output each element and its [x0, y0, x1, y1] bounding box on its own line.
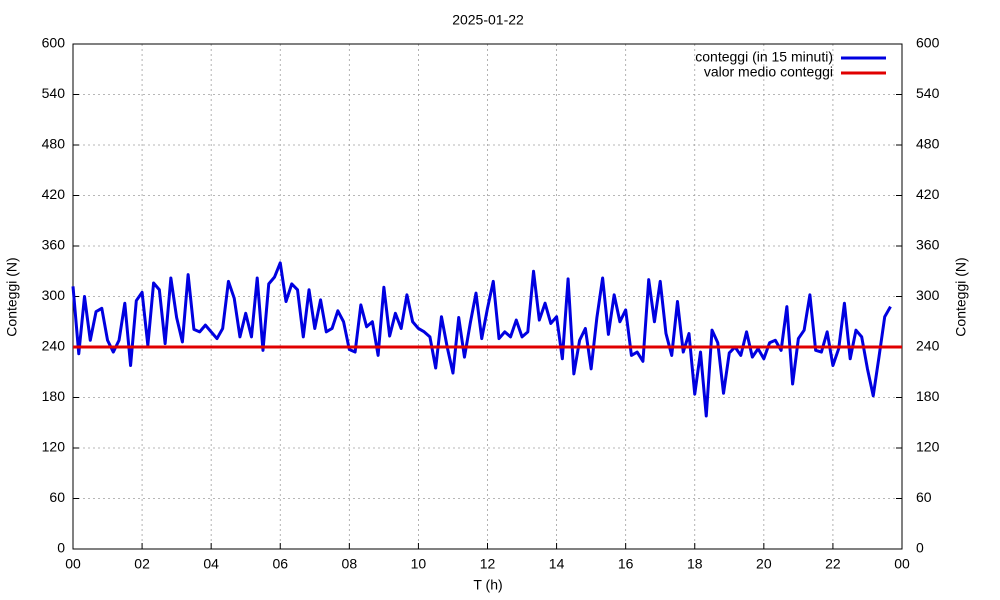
- y2-tick-label: 120: [916, 439, 940, 455]
- x-tick-label: 22: [825, 556, 841, 572]
- y-tick-label: 420: [42, 186, 66, 202]
- y-tick-label: 600: [42, 35, 66, 51]
- y2-tick-label: 600: [916, 35, 940, 51]
- y-tick-label: 0: [57, 540, 65, 556]
- y-tick-label: 180: [42, 388, 66, 404]
- y-tick-label: 240: [42, 338, 66, 354]
- x-tick-label: 18: [687, 556, 703, 572]
- y2-tick-label: 480: [916, 136, 940, 152]
- x-tick-label: 14: [549, 556, 565, 572]
- x-tick-label: 04: [203, 556, 219, 572]
- x-tick-label: 12: [480, 556, 496, 572]
- x-tick-label: 02: [134, 556, 150, 572]
- x-tick-label: 08: [342, 556, 358, 572]
- y2-tick-label: 420: [916, 186, 940, 202]
- y-tick-label: 300: [42, 287, 66, 303]
- y-tick-label: 360: [42, 237, 66, 253]
- legend-label: conteggi (in 15 minuti): [695, 49, 833, 65]
- y2-tick-label: 300: [916, 287, 940, 303]
- y2-tick-label: 60: [916, 489, 932, 505]
- y2-tick-label: 180: [916, 388, 940, 404]
- y-tick-label: 480: [42, 136, 66, 152]
- y2-tick-label: 360: [916, 237, 940, 253]
- y-tick-label: 120: [42, 439, 66, 455]
- y-axis-label: Conteggi (N): [4, 257, 20, 336]
- y2-tick-label: 240: [916, 338, 940, 354]
- y-tick-label: 60: [49, 489, 65, 505]
- y2-tick-label: 540: [916, 85, 940, 101]
- x-tick-label: 10: [411, 556, 427, 572]
- x-tick-label: 16: [618, 556, 634, 572]
- x-tick-label: 20: [756, 556, 772, 572]
- y2-tick-label: 0: [916, 540, 924, 556]
- x-axis-label: T (h): [473, 577, 502, 593]
- y-tick-label: 540: [42, 85, 66, 101]
- data-line: [71, 261, 892, 418]
- y2-axis-label: Conteggi (N): [953, 257, 969, 336]
- x-tick-label: 06: [272, 556, 288, 572]
- legend-label: valor medio conteggi: [704, 64, 833, 80]
- chart-title: 2025-01-22: [452, 12, 524, 28]
- x-tick-label: 00: [65, 556, 81, 572]
- x-tick-label: 00: [894, 556, 910, 572]
